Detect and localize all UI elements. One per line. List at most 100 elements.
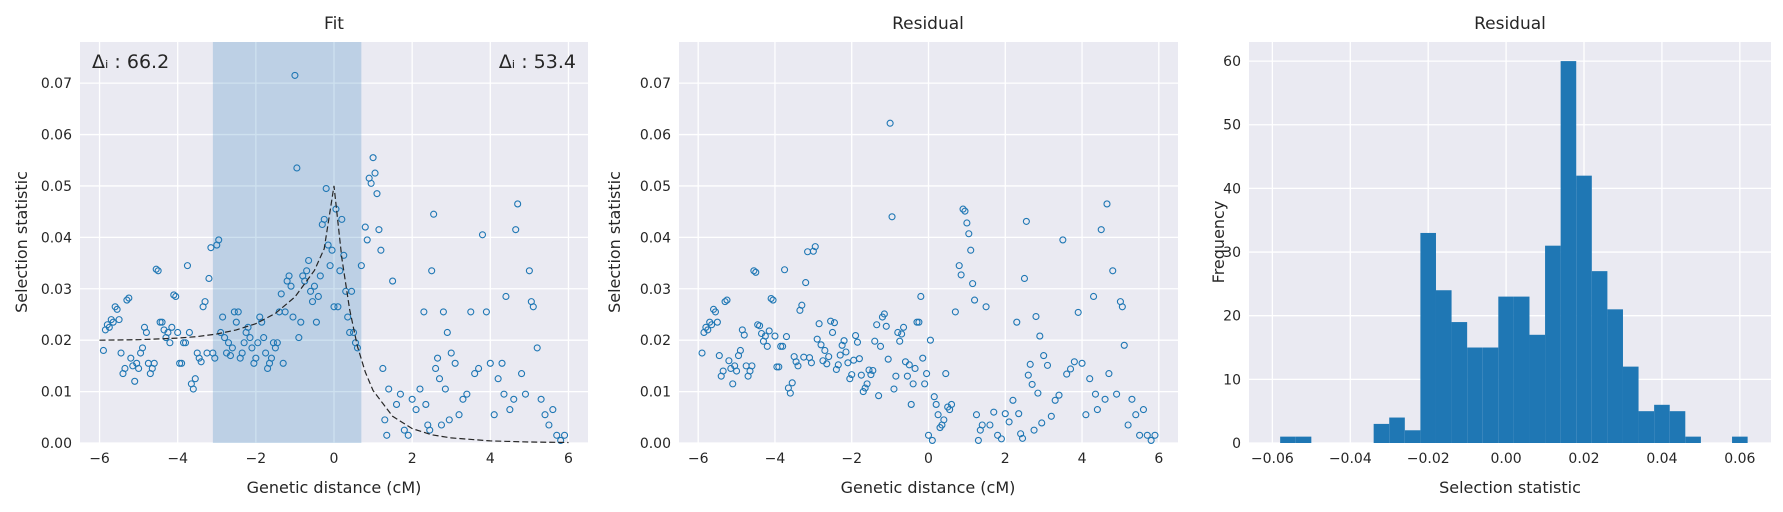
residual-point [911, 364, 919, 373]
fit-point [121, 364, 129, 373]
residual-point [859, 388, 867, 396]
fit-point [215, 236, 223, 244]
histogram-y-tick-label: 20 [1223, 309, 1241, 325]
fit-point [308, 298, 317, 306]
fit-point [361, 223, 369, 231]
residual-point [781, 266, 789, 274]
residual-point [1032, 312, 1040, 321]
residual-point [704, 326, 712, 334]
residual-point [917, 292, 925, 301]
residual-point [928, 436, 936, 444]
histogram-x-label: Selection statistic [1439, 478, 1581, 497]
residual-y-tick-label: 0.04 [640, 230, 671, 246]
residual-point [836, 351, 844, 359]
residual-point [1001, 410, 1009, 418]
residual-point [1086, 375, 1094, 383]
residual-point [1103, 200, 1111, 208]
fit-point [201, 298, 209, 306]
residual-point [1059, 236, 1067, 244]
fit-point [228, 344, 236, 352]
fit-point [340, 251, 348, 259]
histogram-bar [1373, 423, 1390, 443]
fit-point [168, 323, 176, 331]
histogram-x-tick-label: 0.02 [1568, 451, 1599, 467]
fit-point [525, 267, 533, 275]
residual-point [711, 308, 720, 316]
fit-point [246, 334, 254, 342]
residual-point [719, 367, 727, 375]
residual-y-ticks: 0.00 0.01 0.02 0.03 0.04 0.05 0.06 0.07 [640, 76, 671, 452]
fit-point [412, 406, 420, 414]
residual-point [942, 370, 950, 378]
residual-point [840, 337, 848, 345]
fit-x-ticks: −6 −4 −2 0 2 4 6 [89, 451, 573, 467]
fit-point [156, 318, 164, 326]
fit-point [123, 296, 131, 304]
fit-point [426, 426, 434, 434]
histogram-bar [1404, 430, 1421, 443]
residual-point [1109, 267, 1117, 275]
fit-point [181, 339, 190, 347]
fit-point [164, 328, 172, 337]
fit-point [330, 303, 338, 311]
residual-point [821, 346, 829, 355]
residual-point [740, 331, 748, 339]
fit-point [172, 292, 180, 301]
fit-point [232, 318, 240, 326]
residual-point [1022, 217, 1030, 225]
residual-point [1015, 410, 1023, 418]
fit-point [467, 308, 475, 316]
histogram-bar [1280, 436, 1296, 443]
fit-point [445, 416, 453, 424]
residual-point [884, 355, 892, 363]
fit-point [463, 390, 471, 398]
fit-point [557, 436, 565, 444]
residual-point [748, 362, 756, 370]
histogram-x-tick-label: −0.02 [1407, 451, 1450, 467]
residual-x-tick-label: 2 [1001, 451, 1010, 467]
residual-point [863, 380, 871, 388]
fit-point [158, 318, 166, 326]
fit-point [307, 287, 315, 295]
fit-point [154, 267, 162, 275]
residual-point [1020, 274, 1029, 283]
residual-x-ticks: −6 −4 −2 0 2 4 6 [688, 451, 1163, 467]
residual-point [1132, 411, 1140, 419]
residual-point [844, 359, 852, 367]
residual-point [838, 341, 846, 349]
fit-point [176, 359, 184, 367]
residual-point [1078, 359, 1086, 367]
fit-point [348, 287, 356, 295]
fit-point [459, 395, 467, 403]
residual-point [715, 352, 723, 360]
residual-point [1013, 318, 1021, 326]
residual-point [1091, 390, 1100, 398]
residual-point [892, 372, 900, 380]
histogram-y-tick-label: 30 [1223, 245, 1241, 261]
residual-point [723, 296, 731, 304]
residual-point [1090, 292, 1098, 301]
residual-point [1036, 332, 1044, 340]
fit-point [392, 400, 401, 408]
residual-point [1101, 395, 1109, 403]
fit-point [537, 395, 545, 403]
residual-x-tick-label: −6 [688, 451, 709, 467]
residual-point [909, 380, 917, 388]
fit-point [170, 291, 178, 299]
residual-point [907, 400, 915, 408]
residual-x-label: Genetic distance (cM) [841, 478, 1016, 497]
fit-point [310, 282, 319, 290]
residual-point [1040, 352, 1048, 360]
fit-point [514, 200, 522, 208]
fit-point [262, 349, 270, 357]
fit-x-tick-label: 4 [486, 451, 495, 467]
fit-point [369, 154, 377, 162]
residual-point [959, 205, 967, 213]
fit-point [178, 359, 186, 367]
fit-point [234, 308, 242, 316]
fit-point [422, 400, 430, 408]
fit-point [113, 305, 121, 313]
fit-annotation-left: Δᵢ : 66.2 [92, 51, 169, 73]
residual-point [736, 346, 744, 355]
fit-point [252, 354, 260, 362]
